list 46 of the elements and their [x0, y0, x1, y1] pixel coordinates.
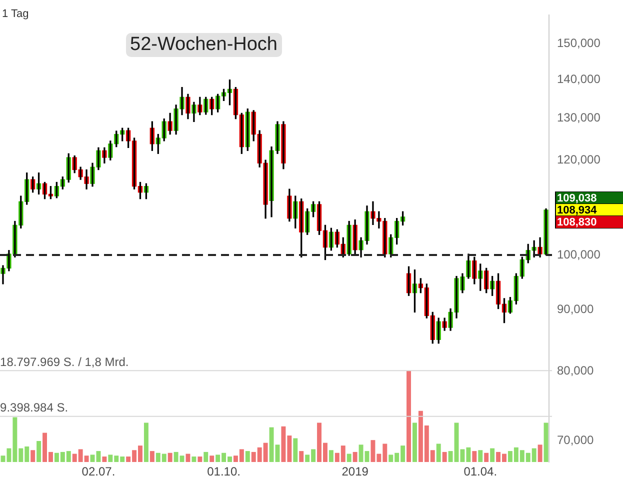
- y-tick-label: 140,000: [557, 72, 601, 86]
- bar: [490, 448, 495, 462]
- bar: [204, 452, 208, 462]
- text: 108,934: [557, 204, 598, 216]
- bar: [192, 456, 196, 462]
- bar: [245, 451, 250, 462]
- bar: [352, 452, 358, 462]
- bar: [442, 452, 447, 462]
- bar: [406, 370, 412, 462]
- bar: [210, 456, 214, 462]
- bar: [30, 450, 36, 462]
- y-tick-label: 130,000: [557, 110, 601, 125]
- x-tick-label: 2019: [342, 464, 369, 479]
- bar: [346, 454, 352, 462]
- bar: [544, 422, 548, 462]
- bar: [436, 444, 441, 462]
- bar: [144, 422, 148, 462]
- bar: [472, 451, 477, 462]
- annotation: 52-Wochen-Hoch: [126, 33, 282, 57]
- bar: [293, 438, 298, 462]
- y-tick-label: 90,000: [557, 302, 594, 316]
- y-tick-label: 70,000: [557, 433, 594, 448]
- bar: [186, 454, 190, 462]
- bar: [198, 456, 202, 462]
- x-tick-label: 01.04.: [464, 464, 498, 479]
- y-tick-label: 100,000: [557, 247, 601, 262]
- bar: [150, 451, 154, 462]
- bar: [478, 450, 483, 462]
- bar: [484, 452, 489, 462]
- bar: [538, 444, 542, 462]
- y-tick-label: 150,000: [557, 36, 601, 50]
- x-tick-label: 02.07.: [82, 464, 116, 479]
- bar: [328, 450, 334, 462]
- x-tick-label: 01.10.: [207, 464, 240, 479]
- text: 108,830: [557, 216, 597, 228]
- ref-line-label: 18.797.969 S. / 1,8 Mrd.: [0, 354, 129, 369]
- bar: [168, 452, 172, 462]
- bar: [412, 422, 417, 462]
- text: 109,038: [557, 192, 597, 204]
- bar: [299, 451, 304, 462]
- y-tick-label: 120,000: [557, 152, 601, 166]
- chart-subtitle: 1 Tag: [2, 8, 29, 20]
- y-tick-label: 80,000: [557, 364, 594, 378]
- ref-line-label: 9.398.984 S.: [0, 400, 68, 415]
- bar: [36, 441, 42, 462]
- bar: [102, 456, 107, 462]
